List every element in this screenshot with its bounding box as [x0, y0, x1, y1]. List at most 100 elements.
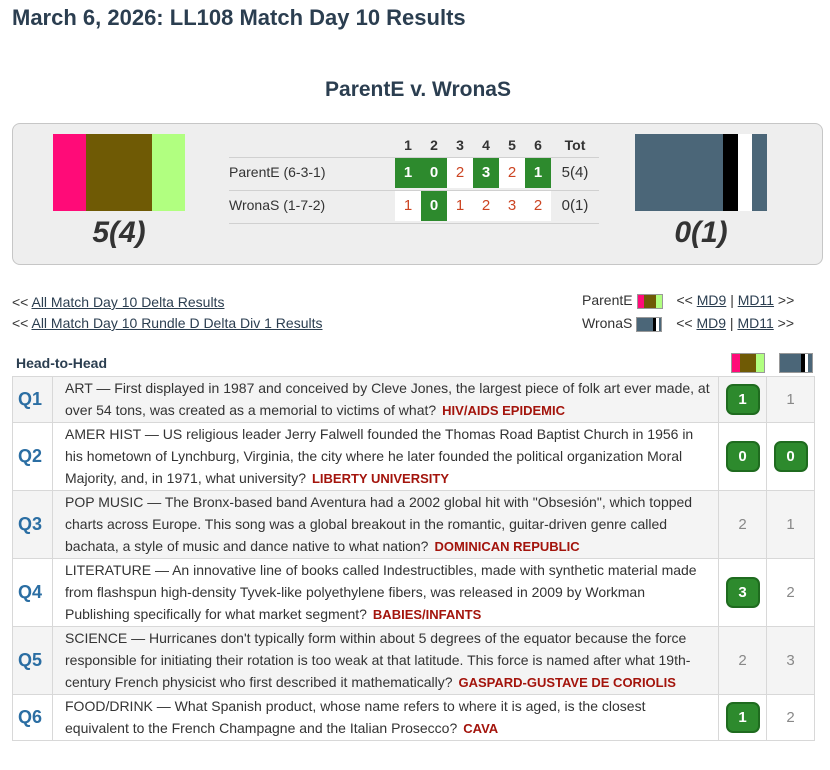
- flag-stripe: [637, 294, 644, 308]
- grid-total: 5(4): [561, 164, 589, 181]
- question-number: Q5: [12, 626, 53, 695]
- grid-header: 2: [430, 137, 438, 153]
- player2-score: 0(1): [674, 216, 728, 249]
- nav-suffix: >>: [777, 292, 795, 308]
- question-body: AMER HIST — US religious leader Jerry Fa…: [65, 426, 694, 486]
- question-text: AMER HIST — US religious leader Jerry Fa…: [52, 422, 719, 491]
- question-answer: LIBERTY UNIVERSITY: [311, 471, 449, 486]
- player1-points: 2: [718, 626, 767, 695]
- grid-player-label: ParentE (6-3-1): [229, 164, 326, 180]
- grid-cell: 1: [525, 157, 551, 188]
- grid-cell: 3: [473, 157, 499, 188]
- flag-stripe: [655, 294, 662, 308]
- flag-stripe: [801, 354, 805, 372]
- head-to-head-table: Q1 ART — First displayed in 1987 and con…: [12, 376, 815, 741]
- player2-points: 1: [766, 376, 815, 423]
- player1-points: 3: [718, 558, 767, 627]
- grid-cell: 0: [421, 157, 447, 188]
- score-value: 1: [786, 391, 795, 408]
- grid-header: 5: [508, 137, 516, 153]
- player1-points: 2: [718, 490, 767, 559]
- question-text: LITERATURE — An innovative line of books…: [52, 558, 719, 627]
- question-answer: CAVA: [463, 721, 499, 736]
- grid-header: 4: [482, 137, 490, 153]
- question-number: Q3: [12, 490, 53, 559]
- score-pill: 1: [725, 384, 760, 415]
- grid-cell: 1: [395, 157, 421, 188]
- player2-points: 0: [766, 422, 815, 491]
- flag-stripe: [653, 317, 656, 331]
- link-prefix: <<: [12, 294, 29, 310]
- grid-cell: 2: [525, 190, 551, 221]
- link-all-delta[interactable]: << All Match Day 10 Delta Results: [12, 294, 224, 310]
- question-answer: HIV/AIDS EPIDEMIC: [442, 403, 565, 418]
- link-all-rundle[interactable]: << All Match Day 10 Rundle D Delta Div 1…: [12, 315, 323, 331]
- player2-next-link[interactable]: MD11: [737, 315, 774, 331]
- question-text: POP MUSIC — The Bronx-based band Aventur…: [52, 490, 719, 559]
- nav-prefix: <<: [676, 315, 693, 331]
- question-row: Q6 FOOD/DRINK — What Spanish product, wh…: [12, 694, 815, 741]
- flag-stripe: [656, 317, 659, 331]
- player2-nav-name: WronaS: [582, 315, 633, 331]
- player1-prev-link[interactable]: MD9: [696, 292, 727, 308]
- page-title: March 6, 2026: LL108 Match Day 10 Result…: [12, 5, 466, 30]
- flag-stripe: [658, 317, 662, 331]
- player2-flag: [635, 134, 768, 211]
- score-pill: 3: [725, 577, 760, 608]
- question-number: Q1: [12, 376, 53, 423]
- score-value: 2: [738, 652, 747, 669]
- player1-next-link[interactable]: MD11: [737, 292, 775, 308]
- flag-stripe: [86, 134, 152, 211]
- player2-points: 3: [766, 626, 815, 695]
- player1-mini-flag: [636, 293, 663, 309]
- grid-cell: 1: [395, 190, 421, 221]
- question-grid: 1 2 3 4 5 6 Tot ParentE (6-3-1) 1 0 2 3 2 1 5(4) WronaS…: [229, 137, 599, 247]
- nav-prefix: <<: [676, 292, 693, 308]
- player2-points: 2: [766, 694, 815, 741]
- flag-stripe: [740, 354, 756, 372]
- grid-cell: 0: [421, 190, 447, 221]
- flag-stripe: [723, 134, 738, 211]
- question-answer: GASPARD-GUSTAVE DE CORIOLIS: [458, 675, 676, 690]
- grid-header: Tot: [564, 137, 586, 153]
- grid-cell: 2: [473, 190, 499, 221]
- grid-header: 6: [534, 137, 542, 153]
- score-pill: 1: [725, 702, 760, 733]
- question-text: SCIENCE — Hurricanes don't typically for…: [52, 626, 719, 695]
- score-pill: 0: [773, 441, 808, 472]
- grid-cell: 1: [447, 190, 473, 221]
- grid-player-label: WronaS (1-7-2): [229, 197, 326, 213]
- nav-separator: |: [730, 292, 734, 308]
- question-text: FOOD/DRINK — What Spanish product, whose…: [52, 694, 719, 741]
- question-body: SCIENCE — Hurricanes don't typically for…: [65, 630, 691, 690]
- nav-suffix: >>: [777, 315, 795, 331]
- player1-points: 0: [718, 422, 767, 491]
- link-all-delta-text[interactable]: All Match Day 10 Delta Results: [31, 294, 225, 310]
- player2-prev-link[interactable]: MD9: [696, 315, 727, 331]
- question-number: Q4: [12, 558, 53, 627]
- player1-nav-name: ParentE: [582, 292, 633, 308]
- player1-score: 5(4): [92, 216, 146, 249]
- question-row: Q1 ART — First displayed in 1987 and con…: [12, 376, 815, 423]
- grid-line: [229, 157, 599, 158]
- grid-line: [229, 190, 599, 191]
- grid-header: 1: [404, 137, 412, 153]
- nav-separator: |: [729, 315, 734, 331]
- score-value: 1: [786, 516, 795, 533]
- grid-cell: 2: [447, 157, 473, 188]
- flag-stripe: [53, 134, 86, 211]
- question-row: Q4 LITERATURE — An innovative line of bo…: [12, 558, 815, 627]
- link-prefix: <<: [12, 315, 29, 331]
- score-value: 2: [786, 584, 795, 601]
- flag-stripe: [808, 354, 813, 372]
- scoreboard: 5(4) 1 2 3 4 5 6 Tot ParentE (6-3-1) 1 0 2 3 2 1 5(4) W…: [12, 123, 823, 265]
- h2h-player2-flag: [779, 353, 813, 373]
- player2-nav: WronaS << MD9 | MD11 >>: [582, 315, 794, 332]
- flag-stripe: [780, 354, 802, 372]
- player1-nav: ParentE << MD9 | MD11 >>: [582, 292, 794, 309]
- link-all-rundle-text[interactable]: All Match Day 10 Rundle D Delta Div 1 Re…: [31, 315, 323, 331]
- grid-total: 0(1): [561, 197, 589, 214]
- question-row: Q2 AMER HIST — US religious leader Jerry…: [12, 422, 815, 491]
- score-value: 2: [786, 709, 795, 726]
- grid-header: 3: [456, 137, 464, 153]
